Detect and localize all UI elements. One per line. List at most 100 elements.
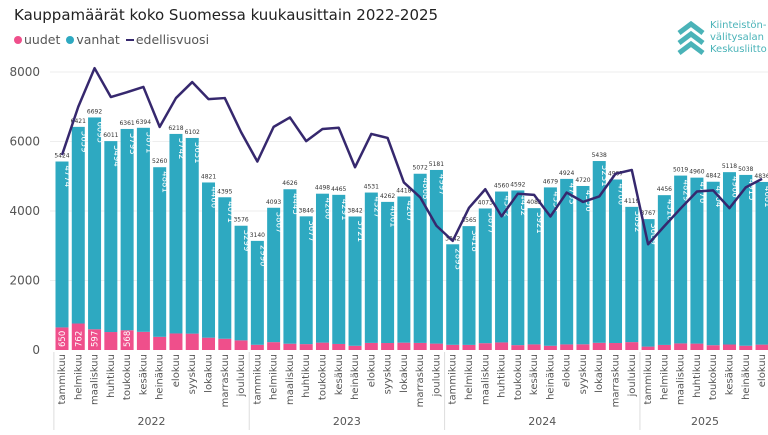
bar-uudet [299, 344, 313, 350]
total-label: 5260 [152, 158, 167, 165]
bar-uudet [71, 323, 85, 350]
x-tick-label: kesäkuu [334, 354, 345, 395]
vanhat-label: 3721 [355, 220, 365, 242]
bar-uudet [674, 343, 688, 350]
bar-uudet [609, 343, 623, 350]
bar-vanhat [185, 137, 199, 334]
bar-uudet [136, 331, 150, 350]
x-tick-label: maaliskuu [285, 354, 296, 405]
x-tick-label: maaliskuu [676, 354, 687, 405]
legend-item-edellisvuosi[interactable]: edellisvuosi [125, 32, 209, 47]
total-label: 3576 [233, 217, 248, 224]
bar-vanhat [543, 187, 557, 346]
vanhat-label: 5494 [111, 145, 121, 167]
vanhat-marker-icon [66, 35, 75, 44]
vanhat-label: 5631 [192, 142, 202, 164]
x-tick-label: joulukuu [431, 354, 442, 398]
x-tick-label: elokuu [171, 354, 182, 387]
total-label: 6692 [87, 108, 102, 115]
bar-vanhat [136, 127, 150, 332]
total-label: 6102 [185, 129, 200, 136]
vanhat-label: 4286 [322, 198, 332, 220]
uudet-label: 568 [123, 331, 133, 347]
legend-item-uudet[interactable]: uudet [14, 32, 60, 47]
year-label: 2025 [691, 415, 719, 428]
bar-uudet [202, 337, 216, 350]
line-marker-icon [125, 38, 134, 41]
total-label: 4073 [478, 199, 493, 206]
bar-uudet [722, 344, 736, 350]
total-label: 4262 [380, 193, 395, 200]
bar-uudet [511, 345, 525, 350]
bar-uudet [413, 342, 427, 350]
x-tick-label: toukokuu [122, 354, 133, 400]
x-tick-label: huhtikuu [106, 354, 117, 398]
bar-uudet [185, 333, 199, 350]
bar-uudet [543, 345, 557, 350]
x-tick-label: syyskuu [383, 354, 394, 394]
bar-vanhat [250, 240, 264, 345]
bar-uudet [381, 343, 395, 350]
bar-vanhat [755, 181, 768, 345]
bar-uudet [250, 344, 264, 350]
y-tick-label: 8000 [9, 65, 40, 79]
vanhat-label: 4342 [502, 196, 512, 218]
bar-vanhat [413, 173, 427, 343]
bar-vanhat [657, 195, 671, 345]
bar-vanhat [153, 167, 167, 337]
bar-vanhat [641, 219, 655, 347]
bar-vanhat [299, 216, 313, 345]
total-label: 4836 [754, 173, 768, 180]
x-tick-label: elokuu [562, 354, 573, 387]
bar-uudet [625, 342, 639, 350]
bar-uudet [446, 344, 460, 350]
bar-vanhat [218, 197, 232, 339]
bar-vanhat [625, 206, 639, 343]
vanhat-label: 3677 [306, 220, 316, 242]
bar-vanhat [462, 226, 476, 345]
bar-vanhat [690, 177, 704, 344]
x-tick-label: helmikuu [464, 354, 475, 400]
vanhat-label: 3418 [469, 230, 479, 252]
bar-uudet [495, 342, 509, 350]
total-label: 4560 [494, 183, 509, 190]
total-label: 5038 [738, 166, 753, 173]
y-tick-label: 6000 [9, 135, 40, 149]
x-tick-label: tammikuu [252, 354, 263, 404]
bar-uudet [267, 342, 281, 350]
total-label: 3565 [461, 217, 476, 224]
vanhat-label: 3299 [241, 230, 251, 252]
bar-vanhat [315, 193, 329, 343]
total-label: 5181 [429, 161, 444, 168]
bar-vanhat [495, 191, 509, 343]
bar-uudet [120, 330, 134, 350]
legend-item-vanhat[interactable]: vanhat [66, 32, 120, 47]
chevrons-logo-icon [677, 21, 705, 55]
bar-vanhat [283, 189, 297, 344]
vanhat-label: 5231 [599, 165, 609, 187]
bar-uudet [657, 344, 671, 350]
vanhat-label: 4327 [371, 197, 381, 219]
bar-vanhat [397, 196, 411, 343]
vanhat-label: 4557 [550, 191, 560, 213]
total-label: 6361 [119, 120, 134, 127]
bar-uudet [283, 343, 297, 350]
vanhat-label: 5659 [78, 131, 88, 153]
vanhat-label: 4445 [290, 193, 300, 215]
bar-vanhat [609, 179, 623, 344]
bar-uudet [462, 344, 476, 350]
total-label: 4842 [706, 173, 721, 180]
vanhat-label: 4071 [225, 201, 235, 223]
x-tick-label: toukokuu [317, 354, 328, 400]
bar-uudet [364, 342, 378, 350]
bar-uudet [560, 344, 574, 350]
vanhat-label: 5793 [127, 133, 137, 155]
bar-uudet [576, 344, 590, 350]
total-label: 6011 [103, 132, 118, 139]
total-label: 4679 [543, 178, 558, 185]
x-tick-label: helmikuu [269, 354, 280, 400]
bar-vanhat [478, 208, 492, 344]
x-tick-label: marraskuu [611, 354, 622, 407]
x-tick-label: toukokuu [708, 354, 719, 400]
vanhat-label: 6095 [95, 121, 105, 143]
